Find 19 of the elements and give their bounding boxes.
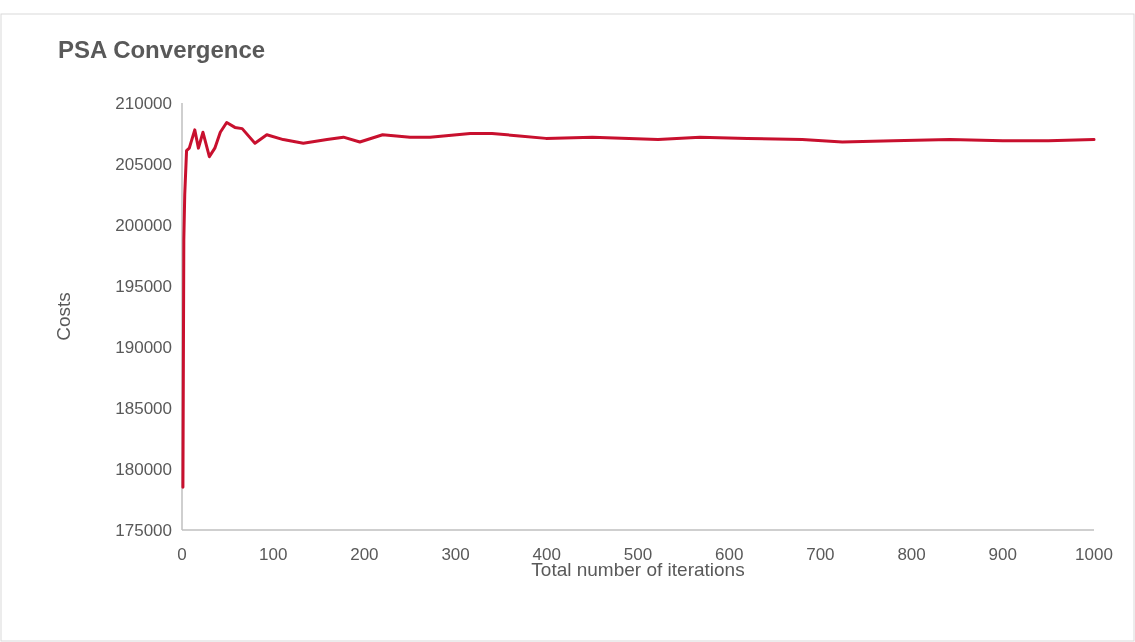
line-series xyxy=(181,121,1096,489)
chart-title: PSA Convergence xyxy=(58,36,266,63)
y-tick-label: 180000 xyxy=(115,459,172,479)
y-tick-label: 175000 xyxy=(115,520,172,540)
x-tick-label: 1000 xyxy=(1075,545,1113,564)
y-tick-label: 195000 xyxy=(115,276,172,296)
y-tick-label: 185000 xyxy=(115,398,172,418)
x-tick-label: 200 xyxy=(350,545,379,564)
x-tick-label: 700 xyxy=(806,545,835,564)
x-tick-label: 300 xyxy=(441,545,470,564)
y-axis-title: Costs xyxy=(53,292,74,341)
y-tick-label: 190000 xyxy=(115,337,172,357)
y-tick-label: 200000 xyxy=(115,215,172,235)
x-tick-label: 900 xyxy=(988,545,1017,564)
y-tick-label: 210000 xyxy=(115,93,172,113)
x-tick-label: 800 xyxy=(897,545,926,564)
x-tick-label: 100 xyxy=(259,545,288,564)
y-tick-label: 205000 xyxy=(115,154,172,174)
x-tick-label: 0 xyxy=(177,545,187,564)
